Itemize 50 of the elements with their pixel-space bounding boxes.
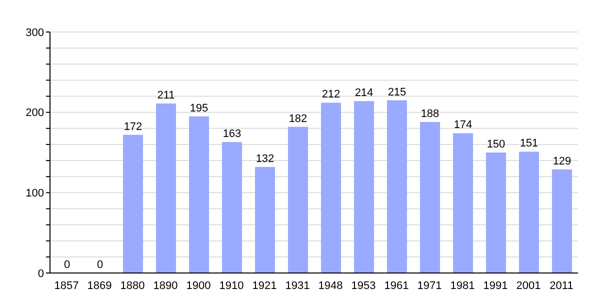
bar [486, 152, 506, 273]
data-label: 0 [64, 259, 70, 271]
x-tick-label: 1981 [450, 280, 475, 292]
bar [123, 134, 143, 273]
x-tick-label: 1900 [186, 280, 211, 292]
data-label: 151 [520, 138, 538, 150]
bar [519, 152, 539, 273]
data-label: 182 [288, 112, 308, 125]
y-tick-label: 300 [26, 26, 44, 39]
x-tick-label: 1890 [153, 280, 178, 292]
bar [156, 103, 176, 273]
bar [420, 122, 440, 273]
x-tick-label: 1961 [384, 280, 409, 292]
data-label: 211 [157, 89, 175, 102]
x-tick-label: 1971 [417, 280, 442, 292]
x-tick-label: 1921 [252, 280, 277, 292]
y-tick-label: 200 [26, 107, 44, 120]
bar [255, 166, 275, 273]
bar [354, 101, 374, 273]
x-tick-label: 1857 [54, 280, 79, 292]
bar [387, 100, 407, 273]
x-tick-label: 1869 [87, 280, 112, 292]
bar [321, 102, 341, 273]
bar [288, 126, 308, 273]
x-tick-label: 2011 [550, 280, 574, 292]
data-label: 163 [222, 128, 242, 140]
data-label: 195 [190, 102, 208, 114]
y-tick-label: 100 [26, 188, 44, 200]
data-label: 174 [454, 119, 472, 132]
data-label: 188 [420, 108, 440, 120]
data-label: 150 [486, 138, 506, 150]
y-tick-label: 0 [38, 268, 44, 280]
x-tick-label: 1910 [219, 280, 244, 292]
data-label: 129 [552, 155, 572, 168]
x-tick-label: 1948 [318, 280, 343, 292]
x-tick-label: 1991 [483, 280, 508, 292]
data-label: 0 [96, 259, 104, 271]
data-label: 132 [256, 152, 274, 165]
x-tick-label: 2001 [516, 280, 541, 292]
bar [222, 142, 242, 273]
x-tick-label: 1880 [120, 280, 145, 292]
data-label: 215 [388, 86, 406, 98]
bar [189, 116, 209, 273]
data-label: 172 [124, 120, 142, 133]
data-label: 212 [322, 88, 340, 101]
bar [453, 133, 473, 273]
data-label: 214 [354, 87, 374, 100]
x-tick-label: 1931 [285, 280, 310, 292]
x-tick-label: 1953 [351, 280, 376, 292]
bar [552, 169, 572, 273]
